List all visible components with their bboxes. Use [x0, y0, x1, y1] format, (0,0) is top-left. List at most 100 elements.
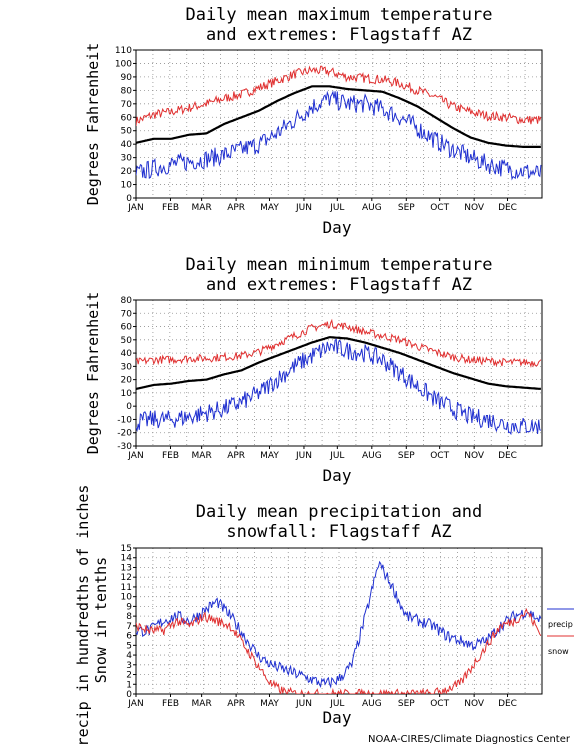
- y-tick-label: 11: [121, 583, 132, 593]
- y-axis-label: Precip in hundredths of inches: [74, 485, 92, 745]
- x-tick-label: AUG: [362, 203, 382, 213]
- y-tick-label: 7: [126, 622, 132, 632]
- x-tick-label: NOV: [464, 451, 485, 461]
- y-tick-label: 13: [121, 563, 132, 573]
- y-tick-label: 30: [121, 362, 133, 372]
- grid: [135, 547, 542, 695]
- x-tick-label: OCT: [430, 451, 449, 461]
- y-tick-label: 6: [126, 632, 132, 642]
- y-tick-label: 10: [121, 593, 133, 603]
- x-tick-label: MAR: [192, 451, 212, 461]
- series-max_extreme-line: [136, 65, 542, 127]
- y-tick-label: -10: [117, 415, 132, 425]
- legend-label-snow: snow: [548, 647, 569, 656]
- y-tick-label: 80: [121, 296, 133, 306]
- x-tick-label: JUL: [329, 203, 344, 213]
- x-tick-label: DEC: [498, 699, 517, 709]
- x-tick-label: OCT: [430, 203, 449, 213]
- y-tick-label: 0: [126, 194, 132, 204]
- y-tick-label: 15: [121, 544, 132, 554]
- x-tick-label: MAY: [260, 451, 279, 461]
- x-tick-label: JUN: [295, 451, 312, 461]
- y-axis-label: Degrees Fahrenheit: [84, 292, 102, 455]
- x-tick-label: DEC: [498, 451, 517, 461]
- y-axis-label: Snow in tenths: [92, 557, 110, 683]
- x-tick-label: JAN: [127, 203, 143, 213]
- x-tick-label: AUG: [362, 699, 382, 709]
- series-precip-line: [136, 560, 542, 689]
- x-tick-label: JAN: [127, 451, 143, 461]
- y-tick-label: 60: [121, 323, 133, 333]
- y-tick-label: 80: [121, 86, 133, 96]
- y-tick-label: 40: [121, 349, 133, 359]
- chart-title-line: and extremes: Flagstaff AZ: [206, 25, 472, 45]
- x-axis-label: Day: [323, 218, 352, 237]
- x-tick-label: JUN: [295, 203, 312, 213]
- x-tick-label: DEC: [498, 203, 517, 213]
- y-tick-label: 40: [121, 140, 133, 150]
- chart-title-line: Daily mean precipitation and: [196, 502, 483, 522]
- chart-title-line: snowfall: Flagstaff AZ: [226, 522, 451, 542]
- y-tick-label: 10: [121, 181, 133, 191]
- legend: precip snow: [547, 608, 574, 656]
- y-tick-label: 10: [121, 389, 133, 399]
- y-tick-label: 12: [121, 573, 132, 583]
- grid: [135, 299, 542, 447]
- y-tick-label: 20: [121, 167, 133, 177]
- y-tick-label: 70: [121, 100, 133, 110]
- series-min_extreme-line: [136, 338, 542, 436]
- x-tick-label: JUN: [295, 699, 312, 709]
- y-tick-label: 50: [121, 336, 133, 346]
- plot-frame: [135, 299, 543, 447]
- y-tick-label: 90: [121, 73, 133, 83]
- y-tick-label: 0: [126, 402, 132, 412]
- x-tick-label: JUL: [329, 451, 344, 461]
- y-tick-label: 110: [115, 46, 132, 56]
- x-tick-label: FEB: [162, 451, 179, 461]
- y-axis-label: Degrees Fahrenheit: [84, 43, 102, 206]
- y-tick-label: 50: [121, 127, 133, 137]
- x-tick-label: JAN: [127, 699, 143, 709]
- x-tick-label: MAR: [192, 699, 212, 709]
- series-mean-line: [136, 336, 541, 390]
- series-snow-line: [136, 608, 542, 694]
- series-min_extreme-line: [136, 90, 542, 181]
- y-tick-label: 20: [121, 376, 133, 386]
- x-tick-label: APR: [227, 699, 245, 709]
- chart-title-line: Daily mean maximum temperature: [185, 5, 492, 25]
- x-tick-label: FEB: [162, 699, 179, 709]
- y-tick-label: 8: [126, 612, 132, 622]
- y-tick-label: 70: [121, 309, 133, 319]
- x-tick-label: SEP: [398, 451, 415, 461]
- x-tick-label: APR: [227, 451, 245, 461]
- x-tick-label: MAR: [192, 203, 212, 213]
- series-mean-line: [136, 85, 541, 148]
- x-tick-label: APR: [227, 203, 245, 213]
- y-tick-label: 1: [126, 680, 132, 690]
- y-tick-label: 14: [121, 554, 133, 564]
- y-tick-label: 2: [126, 671, 132, 681]
- chart-title-line: Daily mean minimum temperature: [185, 255, 492, 275]
- y-tick-label: 100: [115, 59, 132, 69]
- chart-title-line: and extremes: Flagstaff AZ: [206, 275, 472, 295]
- x-tick-label: AUG: [362, 451, 382, 461]
- x-tick-label: MAY: [260, 203, 279, 213]
- y-tick-label: -30: [117, 442, 132, 452]
- x-axis-label: Day: [323, 708, 352, 727]
- y-tick-label: 4: [126, 651, 132, 661]
- grid: [135, 49, 542, 199]
- x-tick-label: OCT: [430, 699, 449, 709]
- footer-credit: NOAA-CIRES/Climate Diagnostics Center: [368, 734, 571, 745]
- series-max_extreme-line: [136, 318, 542, 369]
- y-tick-label: 60: [121, 113, 133, 123]
- x-axis-label: Day: [323, 466, 352, 485]
- x-tick-label: MAY: [260, 699, 279, 709]
- x-tick-label: SEP: [398, 699, 415, 709]
- plot-frame: [135, 547, 543, 695]
- x-tick-label: NOV: [464, 203, 485, 213]
- y-tick-label: 3: [126, 661, 132, 671]
- y-tick-label: 5: [126, 641, 132, 651]
